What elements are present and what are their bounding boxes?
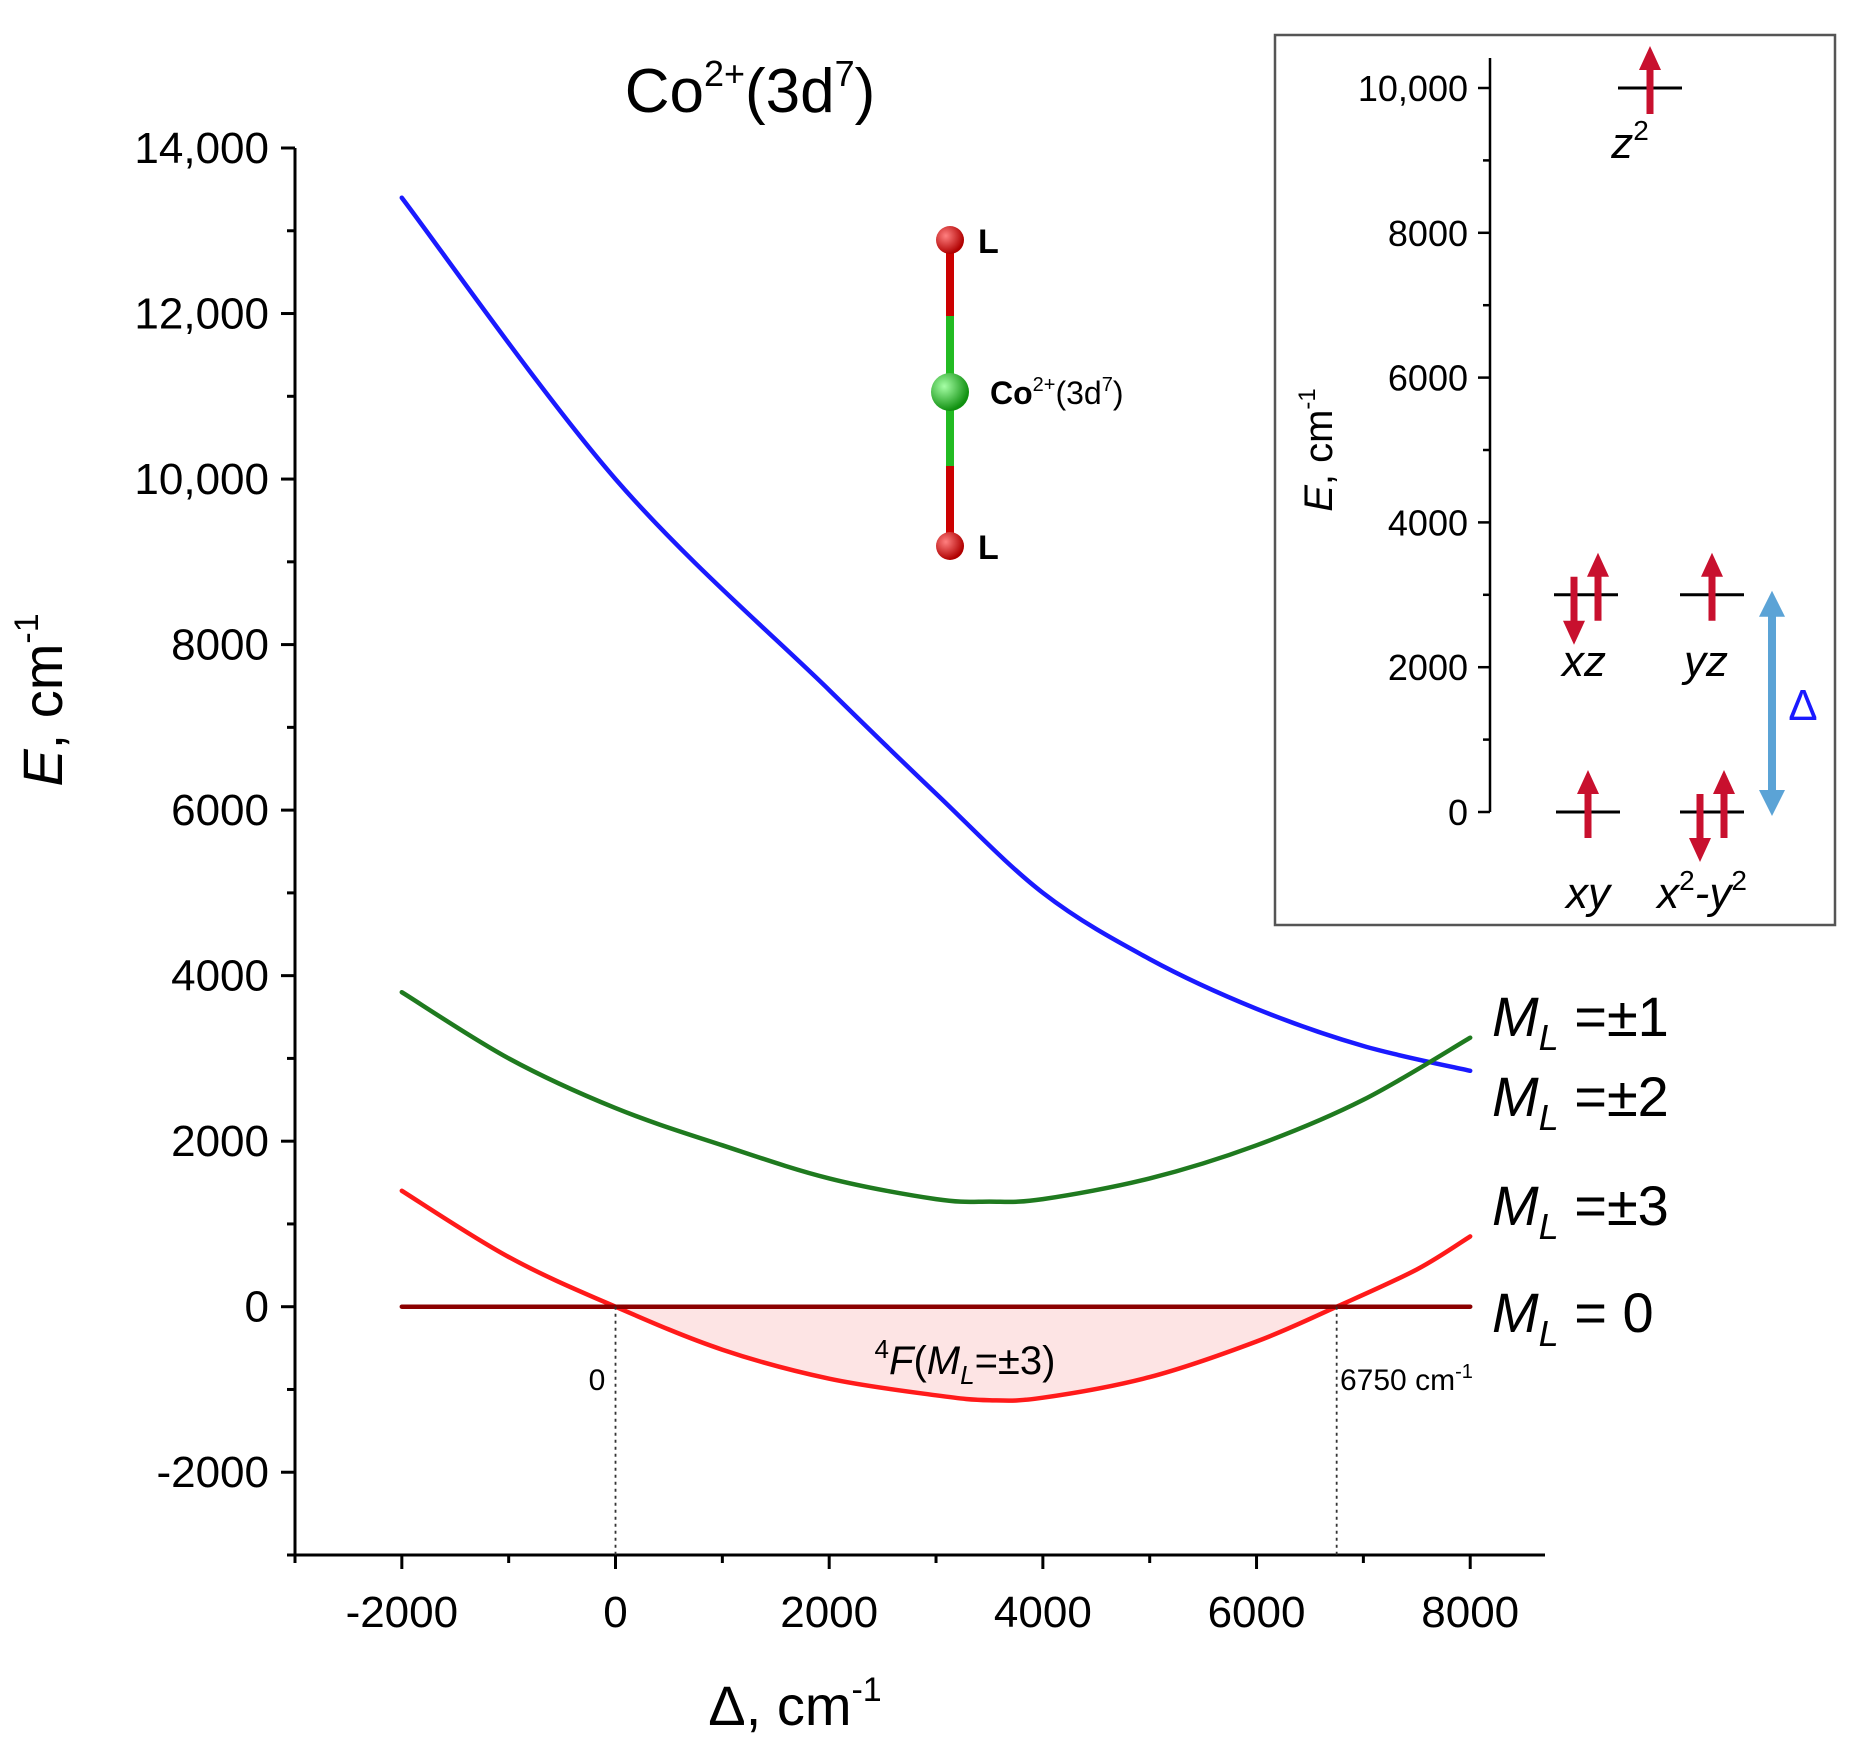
- y-tick-label: -2000: [156, 1448, 269, 1497]
- molecule-sketch: L L Co2+(3d7): [931, 223, 1124, 567]
- x-tick-label: 2000: [780, 1588, 878, 1637]
- x-tick-label: 0: [603, 1588, 627, 1637]
- curve-label-ml-pm2: ML =±2: [1492, 1065, 1669, 1138]
- electron-down-arrow: [1689, 794, 1711, 862]
- cobalt-atom: [931, 373, 969, 411]
- inset-tick-label: 0: [1448, 792, 1468, 833]
- crossing-label-6750: 6750 cm-1: [1340, 1361, 1473, 1397]
- electron-down-arrow: [1563, 576, 1585, 645]
- ligand-atom-top: [936, 226, 964, 254]
- main-series: [399, 195, 1473, 1403]
- cobalt-label: Co2+(3d7): [990, 374, 1124, 411]
- y-tick-label: 0: [245, 1283, 269, 1332]
- curve-label-ml-pm1: ML =±1: [1492, 985, 1669, 1058]
- ligand-atom-bottom: [936, 532, 964, 560]
- inset-frame: [1273, 33, 1837, 927]
- inset-tick-label: 2000: [1388, 647, 1468, 688]
- y-tick-label: 10,000: [134, 455, 269, 504]
- orbital-label-xz: xz: [1560, 637, 1606, 686]
- ligand-label-bottom: L: [978, 529, 999, 567]
- orbital-levels: [1554, 46, 1785, 862]
- electron-up-arrow: [1587, 552, 1609, 621]
- electron-up-arrow: [1639, 46, 1661, 114]
- y-tick-label: 6000: [171, 786, 269, 835]
- series-line-m-l-3: [399, 1188, 1473, 1403]
- series-line-m-l-1: [399, 195, 1473, 1074]
- inset-tick-label: 8000: [1388, 213, 1468, 254]
- x-tick-label: 8000: [1421, 1588, 1519, 1637]
- series-line-m-l-2: [399, 989, 1473, 1205]
- main-chart: -2000 0 2000 4000 6000 8000 10,000 12,000 14,000…: [134, 124, 1545, 1637]
- inset-orbital-diagram: 0 2000 4000 6000 8000 10,000 E, cm-1 z2 xz yz…: [1273, 33, 1837, 927]
- y-tick-label: 8000: [171, 621, 269, 670]
- electron-up-arrow: [1701, 552, 1723, 621]
- shaded-region-4F: [615, 1306, 1337, 1401]
- orbital-label-xy: xy: [1564, 869, 1613, 918]
- x-tick-label: -2000: [346, 1588, 459, 1637]
- y-axis-label: E, cm-1: [8, 613, 74, 786]
- x-tick-label: 6000: [1208, 1588, 1306, 1637]
- y-tick-label: 4000: [171, 952, 269, 1001]
- region-label-4F: 4F(ML=±3): [875, 1334, 1056, 1390]
- inset-axis: 0 2000 4000 6000 8000 10,000: [1358, 58, 1492, 833]
- orbital-label-yz: yz: [1681, 637, 1728, 686]
- inset-tick-label: 6000: [1388, 358, 1468, 399]
- inset-tick-label: 4000: [1388, 502, 1468, 543]
- chart-title: Co2+(3d7): [625, 53, 876, 126]
- gap-double-arrow: [1759, 590, 1785, 816]
- curve-label-ml-0: ML = 0: [1492, 1281, 1654, 1354]
- orbital-label-z2: z2: [1610, 115, 1649, 168]
- x-axis-label: Δ, cm-1: [708, 1671, 881, 1737]
- x-tick-label: 4000: [994, 1588, 1092, 1637]
- curve-label-ml-pm3: ML =±3: [1492, 1174, 1669, 1247]
- y-tick-label: 2000: [171, 1117, 269, 1166]
- crossing-label-zero: 0: [589, 1364, 606, 1397]
- electron-up-arrow: [1713, 770, 1735, 838]
- main-axes: -2000 0 2000 4000 6000 8000 10,000 12,000 14,000…: [134, 124, 1545, 1637]
- inset-tick-label: 10,000: [1358, 68, 1468, 109]
- y-tick-label: 14,000: [134, 124, 269, 173]
- ligand-label-top: L: [978, 223, 999, 261]
- orbital-label-x2-y2: x2-y2: [1655, 865, 1747, 918]
- gap-label-delta: Δ: [1788, 681, 1817, 730]
- y-tick-label: 12,000: [134, 290, 269, 339]
- electron-up-arrow: [1577, 770, 1599, 838]
- inset-y-axis-label: E, cm-1: [1294, 388, 1341, 512]
